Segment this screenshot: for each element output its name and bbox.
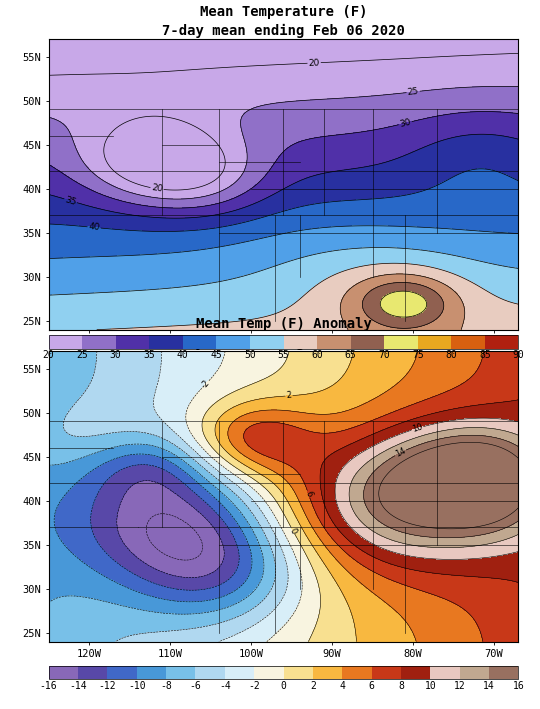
Text: 40: 40: [88, 223, 100, 233]
Text: 25: 25: [407, 86, 419, 97]
Title: Mean Temp (F) Anomaly
7-day mean ending Feb 06 2020: Mean Temp (F) Anomaly 7-day mean ending …: [162, 317, 405, 350]
Text: 6: 6: [303, 490, 314, 498]
Text: 2: 2: [286, 391, 292, 401]
Text: 20: 20: [151, 184, 163, 194]
Text: 10: 10: [411, 423, 423, 434]
Text: 0: 0: [288, 526, 298, 535]
Title: Mean Temperature (F)
7-day mean ending Feb 06 2020: Mean Temperature (F) 7-day mean ending F…: [162, 5, 405, 38]
Text: -2: -2: [199, 379, 212, 391]
Text: 20: 20: [308, 58, 320, 67]
Text: 14: 14: [394, 447, 407, 459]
Text: 30: 30: [399, 118, 412, 129]
Text: 35: 35: [64, 195, 77, 207]
